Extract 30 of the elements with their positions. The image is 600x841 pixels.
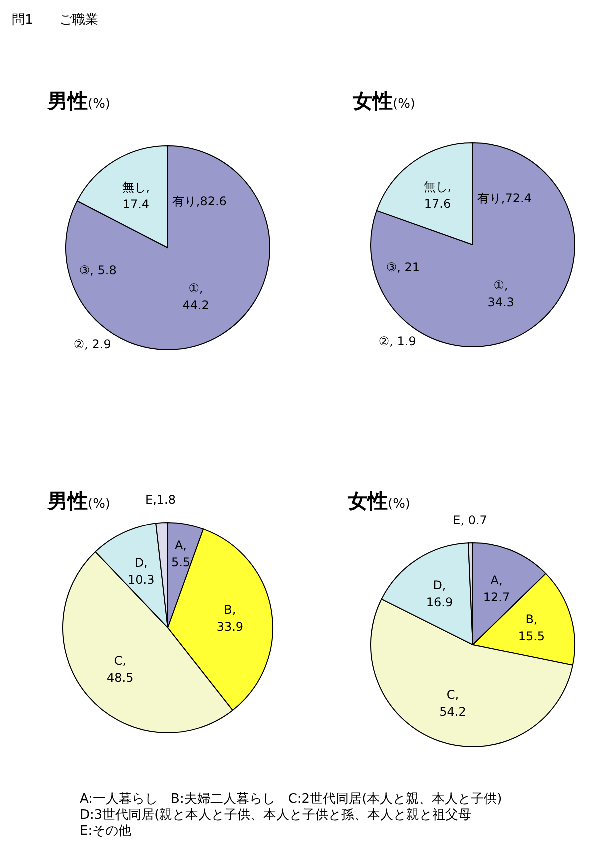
data-label: D, 16.9 xyxy=(426,578,454,610)
data-label: E, 0.7 xyxy=(453,514,488,528)
chart-title: 男性(%) xyxy=(47,89,110,113)
data-label: E,1.8 xyxy=(146,493,176,508)
text: 問1 ご職業 xyxy=(12,13,98,28)
chart-title: 男性(%) xyxy=(47,489,110,513)
data-label: 無し, 17.6 xyxy=(424,180,452,211)
data-label: 有り,82.6 xyxy=(172,194,227,209)
text: ②, 2.9 xyxy=(74,337,112,352)
text: ③, 21 xyxy=(386,260,420,275)
data-label: 無し, 17.4 xyxy=(122,180,150,212)
data-label: C, 48.5 xyxy=(106,654,134,686)
text: ①, 44.2 xyxy=(182,282,210,313)
text: ①, 34.3 xyxy=(488,278,514,310)
text: A:一人暮らし B:夫婦二人暮らし C:2世代同居(本人と親、本人と子供) xyxy=(80,792,502,807)
text: ③, 5.8 xyxy=(79,264,117,278)
chart-title: 女性(%) xyxy=(352,89,416,113)
data-label: B, 33.9 xyxy=(216,602,244,634)
text: D:3世代同居(親と本人と子供、本人と子供と孫、本人と親と祖父母 xyxy=(80,808,472,823)
data-label: A, 5.5 xyxy=(171,538,191,570)
data-label: B, 15.5 xyxy=(518,612,546,644)
chart-title: 女性(%) xyxy=(347,489,410,513)
data-label: D, 10.3 xyxy=(128,556,155,587)
data-label: C, 54.2 xyxy=(440,688,466,719)
text: E:その他 xyxy=(80,824,132,839)
pie-slice xyxy=(66,146,270,350)
pie-slice xyxy=(370,142,576,348)
data-label: 有り,72.4 xyxy=(477,192,532,206)
text: ②, 1.9 xyxy=(378,334,416,348)
data-label: A, 12.7 xyxy=(483,574,510,605)
